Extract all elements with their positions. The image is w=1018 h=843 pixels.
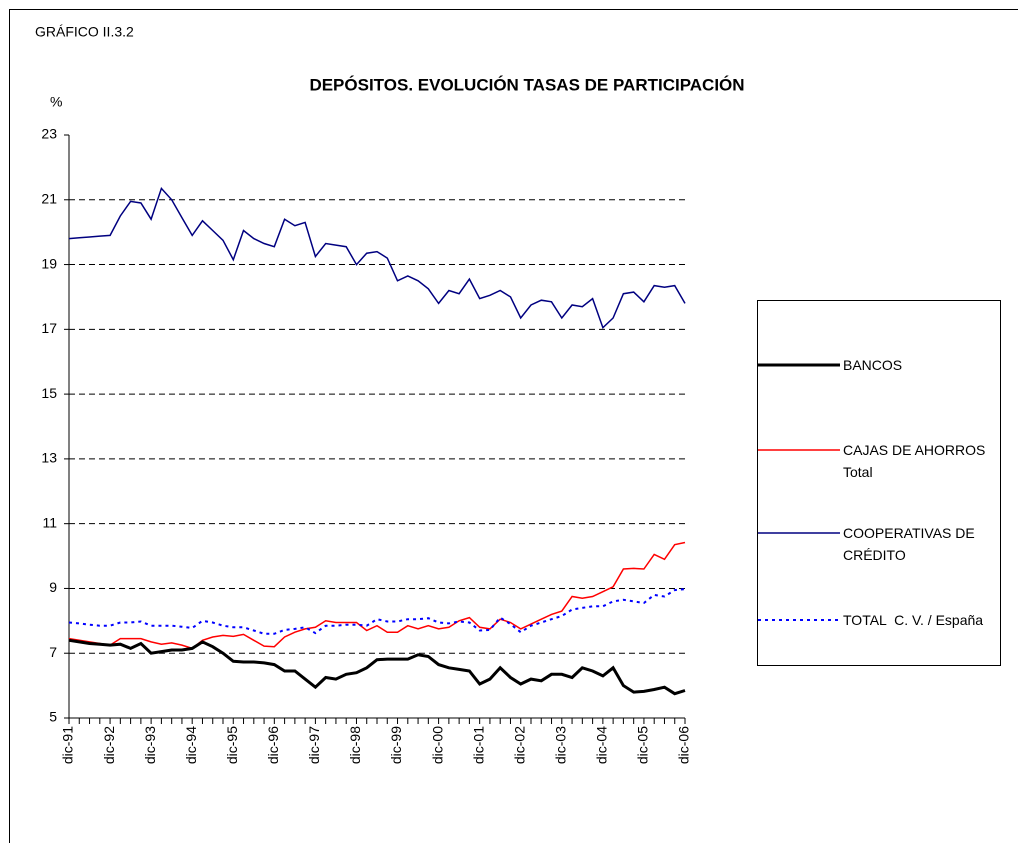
x-tick-label: dic-91: [60, 726, 76, 764]
legend-label: BANCOS: [843, 357, 903, 373]
y-tick-label: 17: [41, 320, 57, 336]
legend-label: TOTAL C. V. / España: [843, 612, 984, 628]
x-tick-label: dic-94: [183, 726, 199, 764]
x-tick-label: dic-93: [142, 726, 158, 764]
y-axis-label: %: [50, 94, 62, 110]
x-tick-label: dic-03: [553, 726, 569, 764]
y-tick-label: 15: [41, 385, 57, 401]
y-tick-label: 5: [49, 709, 57, 725]
legend-label: COOPERATIVAS DE CRÉDITO: [843, 525, 979, 563]
x-tick-label: dic-01: [470, 726, 486, 764]
x-tick-label: dic-95: [224, 726, 240, 764]
y-tick-label: 9: [49, 579, 57, 595]
x-tick-label: dic-97: [306, 726, 322, 764]
x-tick-label: dic-06: [676, 726, 692, 764]
legend-label: CAJAS DE AHORROS Total: [843, 442, 990, 480]
line-series: [68, 588, 686, 635]
x-tick-label: dic-04: [594, 726, 610, 764]
x-tick-label: dic-99: [388, 726, 404, 764]
chart-title: DEPÓSITOS. EVOLUCIÓN TASAS DE PARTICIPAC…: [309, 75, 744, 94]
x-tick-label: dic-92: [101, 726, 117, 764]
y-tick-label: 7: [49, 644, 57, 660]
chart-label: GRÁFICO II.3.2: [35, 24, 134, 40]
y-tick-label: 19: [41, 255, 57, 271]
x-tick-label: dic-00: [429, 726, 445, 764]
y-tick-label: 11: [42, 514, 57, 530]
legend-box: [757, 300, 1001, 666]
y-tick-label: 21: [41, 190, 57, 206]
line-series: [68, 638, 686, 696]
x-tick-label: dic-05: [635, 726, 651, 764]
x-tick-label: dic-02: [511, 726, 527, 764]
y-tick-label: 23: [41, 126, 57, 142]
line-series: [68, 186, 686, 330]
x-tick-label: dic-96: [265, 726, 281, 764]
frame: [9, 9, 1018, 843]
y-tick-label: 13: [41, 450, 57, 466]
line-series: [68, 541, 686, 650]
x-tick-label: dic-98: [347, 726, 363, 764]
